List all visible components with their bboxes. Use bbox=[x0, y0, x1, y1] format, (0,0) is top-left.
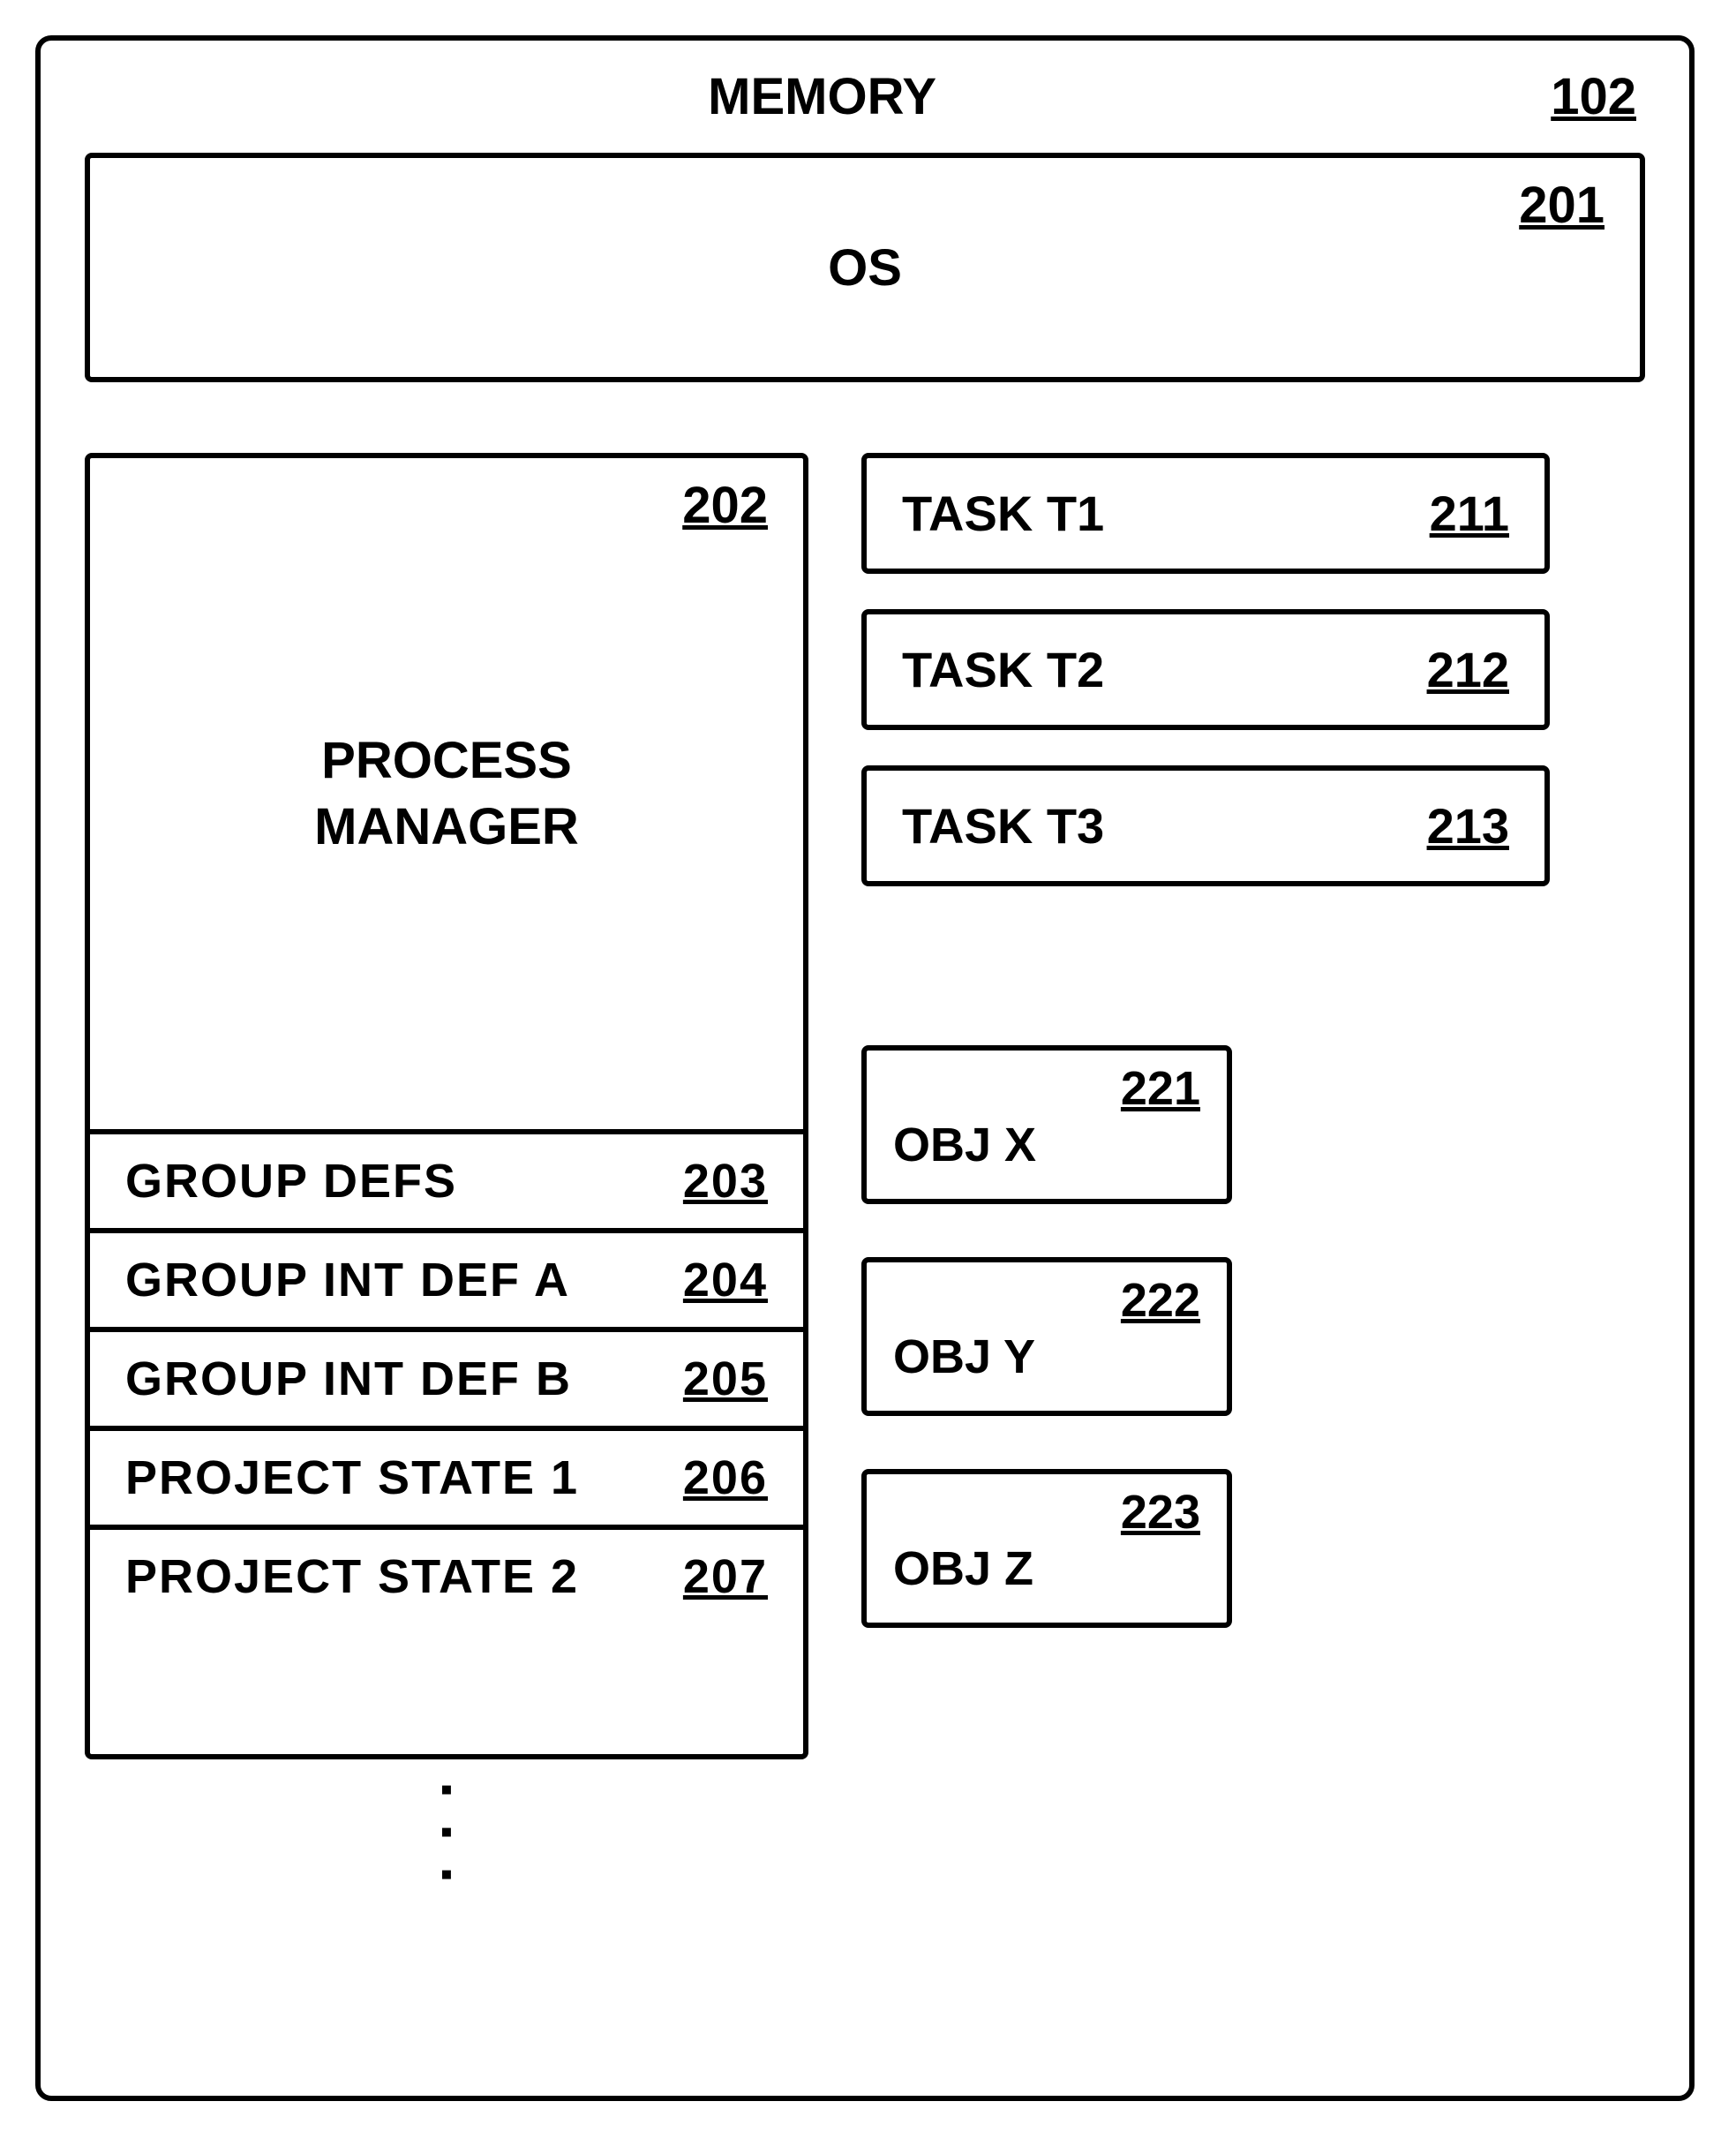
pm-row-label: PROJECT STATE 2 bbox=[125, 1549, 579, 1604]
ellipsis-icon: ▪▪▪ bbox=[85, 1768, 808, 1895]
process-manager-box: 202 PROCESS MANAGER GROUP DEFS 203 GROUP… bbox=[85, 453, 808, 1759]
pm-title-line1: PROCESS bbox=[314, 727, 579, 794]
task-ref: 211 bbox=[1430, 485, 1509, 542]
obj-ref: 221 bbox=[1121, 1061, 1200, 1116]
task-label: TASK T2 bbox=[902, 641, 1104, 698]
task-label: TASK T1 bbox=[902, 485, 1104, 542]
memory-container: MEMORY 102 OS 201 202 PROCESS MANAGER GR… bbox=[35, 35, 1695, 2101]
obj-ref: 223 bbox=[1121, 1485, 1200, 1540]
process-manager-title: PROCESS MANAGER bbox=[314, 727, 579, 861]
pm-row-ref: 205 bbox=[683, 1352, 768, 1406]
os-label: OS bbox=[828, 238, 902, 298]
pm-row-project-state-2: PROJECT STATE 2 207 bbox=[90, 1525, 803, 1623]
task-t1-box: TASK T1 211 bbox=[861, 453, 1550, 574]
pm-row-group-int-def-b: GROUP INT DEF B 205 bbox=[90, 1327, 803, 1426]
memory-ref: 102 bbox=[1551, 67, 1636, 126]
columns: 202 PROCESS MANAGER GROUP DEFS 203 GROUP… bbox=[85, 453, 1645, 1895]
task-ref: 213 bbox=[1427, 797, 1509, 855]
process-manager-ref: 202 bbox=[682, 476, 768, 535]
obj-label: OBJ Z bbox=[893, 1541, 1033, 1596]
left-column: 202 PROCESS MANAGER GROUP DEFS 203 GROUP… bbox=[85, 453, 808, 1895]
pm-row-ref: 203 bbox=[683, 1154, 768, 1209]
obj-label: OBJ X bbox=[893, 1118, 1036, 1172]
pm-row-label: PROJECT STATE 1 bbox=[125, 1450, 579, 1505]
pm-row-project-state-1: PROJECT STATE 1 206 bbox=[90, 1426, 803, 1525]
obj-label: OBJ Y bbox=[893, 1329, 1035, 1384]
object-group: 221 OBJ X 222 OBJ Y 223 OBJ Z bbox=[861, 1045, 1645, 1628]
task-t2-box: TASK T2 212 bbox=[861, 609, 1550, 730]
pm-row-label: GROUP INT DEF B bbox=[125, 1352, 572, 1406]
pm-row-ref: 204 bbox=[683, 1253, 768, 1307]
task-t3-box: TASK T3 213 bbox=[861, 765, 1550, 886]
pm-title-line2: MANAGER bbox=[314, 794, 579, 860]
pm-row-group-defs: GROUP DEFS 203 bbox=[90, 1129, 803, 1228]
obj-x-box: 221 OBJ X bbox=[861, 1045, 1232, 1204]
task-label: TASK T3 bbox=[902, 797, 1104, 855]
memory-header: MEMORY 102 bbox=[85, 67, 1645, 144]
pm-row-label: GROUP INT DEF A bbox=[125, 1253, 570, 1307]
pm-row-ref: 207 bbox=[683, 1549, 768, 1604]
memory-title: MEMORY bbox=[94, 67, 1551, 126]
pm-row-label: GROUP DEFS bbox=[125, 1154, 457, 1209]
obj-y-box: 222 OBJ Y bbox=[861, 1257, 1232, 1416]
obj-ref: 222 bbox=[1121, 1273, 1200, 1328]
os-box: OS 201 bbox=[85, 153, 1645, 382]
os-ref: 201 bbox=[1519, 176, 1604, 235]
right-column: TASK T1 211 TASK T2 212 TASK T3 213 221 … bbox=[861, 453, 1645, 1895]
task-ref: 212 bbox=[1427, 641, 1509, 698]
process-manager-header: 202 PROCESS MANAGER bbox=[90, 458, 803, 1129]
pm-row-group-int-def-a: GROUP INT DEF A 204 bbox=[90, 1228, 803, 1327]
obj-z-box: 223 OBJ Z bbox=[861, 1469, 1232, 1628]
pm-row-ref: 206 bbox=[683, 1450, 768, 1505]
